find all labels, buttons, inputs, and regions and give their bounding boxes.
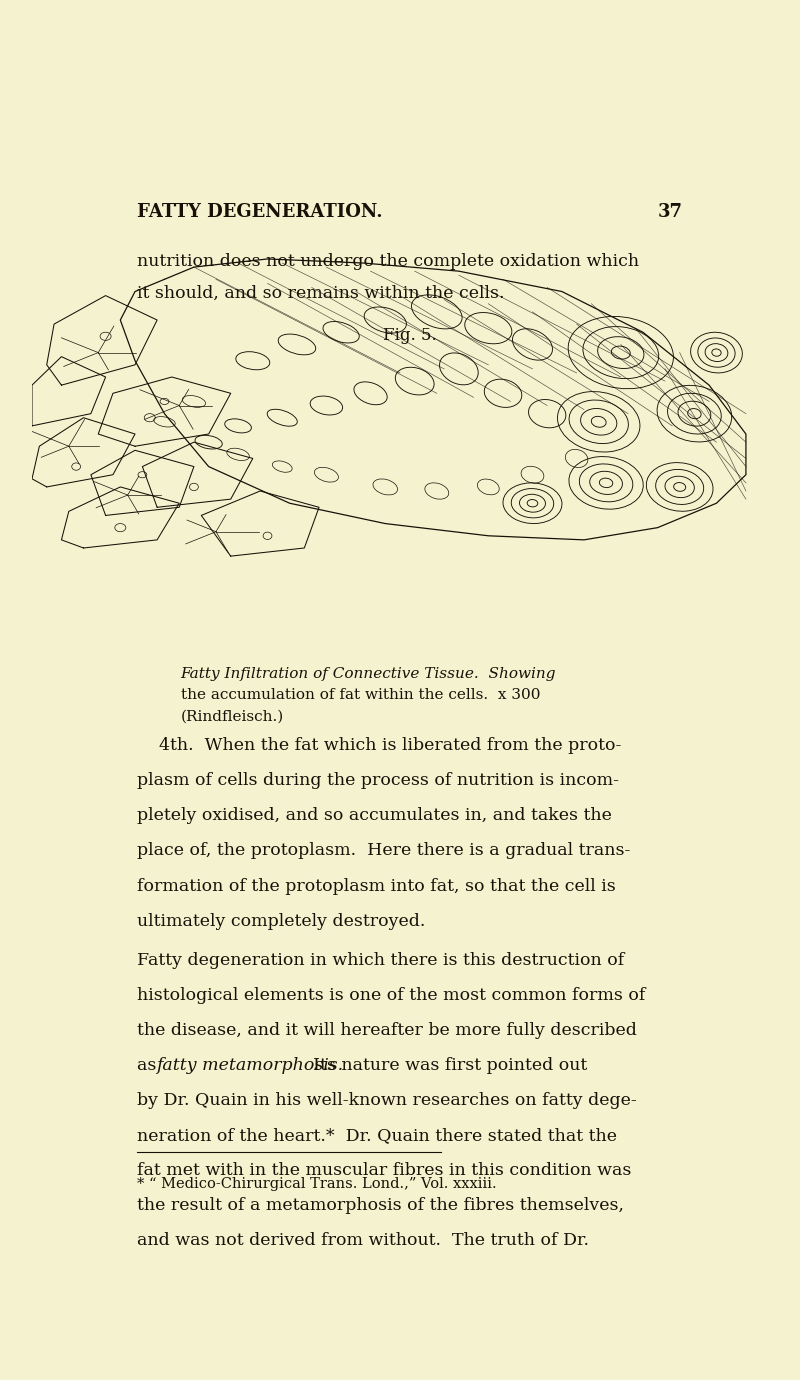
Text: Fig. 5.: Fig. 5. <box>383 327 437 344</box>
Text: as: as <box>138 1057 162 1074</box>
Text: the result of a metamorphosis of the fibres themselves,: the result of a metamorphosis of the fib… <box>138 1198 624 1214</box>
Text: place of, the protoplasm.  Here there is a gradual trans-: place of, the protoplasm. Here there is … <box>138 842 630 860</box>
Text: Fatty degeneration in which there is this destruction of: Fatty degeneration in which there is thi… <box>138 952 625 969</box>
Text: and was not derived from without.  The truth of Dr.: and was not derived from without. The tr… <box>138 1232 589 1249</box>
Text: plasm of cells during the process of nutrition is incom-: plasm of cells during the process of nut… <box>138 773 619 789</box>
Text: 4th.  When the fat which is liberated from the proto-: 4th. When the fat which is liberated fro… <box>138 737 622 755</box>
Text: fatty metamorphosis.: fatty metamorphosis. <box>157 1057 344 1074</box>
Text: pletely oxidised, and so accumulates in, and takes the: pletely oxidised, and so accumulates in,… <box>138 807 612 824</box>
Text: 37: 37 <box>658 203 682 221</box>
Text: Its nature was first pointed out: Its nature was first pointed out <box>302 1057 586 1074</box>
Text: by Dr. Quain in his well-known researches on fatty dege-: by Dr. Quain in his well-known researche… <box>138 1092 637 1110</box>
Text: the disease, and it will hereafter be more fully described: the disease, and it will hereafter be mo… <box>138 1023 637 1039</box>
Text: it should, and so remains within the cells.: it should, and so remains within the cel… <box>138 284 505 302</box>
Text: fat met with in the muscular fibres in this condition was: fat met with in the muscular fibres in t… <box>138 1162 631 1180</box>
Text: Fatty Infiltration of Connective Tissue.  Showing: Fatty Infiltration of Connective Tissue.… <box>181 667 556 682</box>
Text: * “ Medico-Chirurgical Trans. Lond.,” Vol. xxxiii.: * “ Medico-Chirurgical Trans. Lond.,” Vo… <box>138 1177 497 1191</box>
Text: nutrition does not undergo the complete oxidation which: nutrition does not undergo the complete … <box>138 253 639 269</box>
Text: (Rindfleisch.): (Rindfleisch.) <box>181 709 284 723</box>
Text: ultimately completely destroyed.: ultimately completely destroyed. <box>138 912 426 930</box>
Text: the accumulation of fat within the cells.  x 300: the accumulation of fat within the cells… <box>181 689 540 702</box>
Text: neration of the heart.*  Dr. Quain there stated that the: neration of the heart.* Dr. Quain there … <box>138 1127 618 1144</box>
Text: formation of the protoplasm into fat, so that the cell is: formation of the protoplasm into fat, so… <box>138 878 616 894</box>
Text: FATTY DEGENERATION.: FATTY DEGENERATION. <box>138 203 383 221</box>
Text: histological elements is one of the most common forms of: histological elements is one of the most… <box>138 987 646 1005</box>
